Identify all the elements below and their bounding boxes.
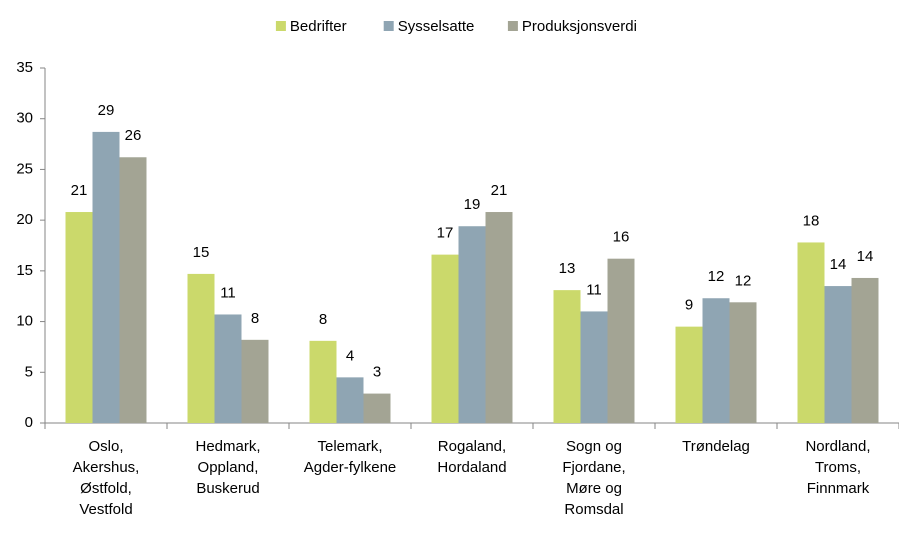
bar — [119, 157, 147, 423]
legend-label: Bedrifter — [290, 18, 347, 35]
legend-label: Produksjonsverdi — [522, 18, 637, 35]
data-label: 11 — [586, 281, 602, 298]
bar — [824, 286, 852, 423]
data-label: 29 — [98, 102, 115, 119]
y-tick-label: 10 — [16, 313, 33, 330]
data-label: 12 — [735, 272, 752, 289]
data-label: 21 — [491, 182, 508, 199]
data-label: 15 — [193, 244, 210, 261]
data-label: 3 — [373, 364, 381, 381]
y-tick-label: 5 — [25, 363, 33, 380]
bar — [431, 254, 459, 423]
data-label: 13 — [559, 260, 576, 277]
bar — [607, 258, 635, 423]
x-tick-label: Trøndelag — [682, 438, 750, 455]
bar — [336, 377, 364, 423]
bar — [309, 340, 337, 423]
bar — [675, 326, 703, 423]
x-tick-label: Sogn og Fjordane, Møre og Romsdal — [562, 438, 625, 518]
y-tick-label: 20 — [16, 211, 33, 228]
data-label: 21 — [71, 182, 88, 199]
y-tick-label: 30 — [16, 110, 33, 127]
legend-label: Sysselsatte — [398, 18, 475, 35]
data-label: 11 — [220, 284, 236, 301]
data-label: 19 — [464, 196, 481, 213]
x-tick-label: Hedmark, Oppland, Buskerud — [195, 438, 260, 497]
bar — [797, 242, 825, 423]
y-tick-label: 35 — [16, 59, 33, 76]
x-tick-label: Rogaland, Hordaland — [437, 438, 506, 476]
bar — [65, 212, 93, 423]
bar — [363, 393, 391, 423]
x-tick-label: Oslo, Akershus, Østfold, Vestfold — [73, 438, 140, 518]
x-tick-label: Nordland, Troms, Finnmark — [805, 438, 870, 497]
x-tick-label: Telemark, Agder-fylkene — [304, 438, 397, 476]
bar — [553, 290, 581, 423]
data-label: 9 — [685, 297, 693, 314]
bar — [485, 212, 513, 423]
bar — [702, 298, 730, 423]
data-label: 17 — [437, 225, 454, 242]
bar — [92, 131, 120, 423]
bar — [580, 311, 608, 423]
y-tick-label: 0 — [25, 414, 33, 431]
data-label: 8 — [319, 311, 327, 328]
bar — [851, 277, 879, 423]
data-label: 16 — [613, 229, 630, 246]
data-label: 14 — [857, 248, 874, 265]
legend-swatch — [275, 21, 286, 31]
data-label: 26 — [125, 127, 142, 144]
data-label: 18 — [803, 212, 820, 229]
y-tick-label: 15 — [16, 262, 33, 279]
data-label: 4 — [346, 347, 354, 364]
bar — [241, 339, 269, 423]
data-label: 12 — [708, 268, 725, 285]
legend-swatch — [507, 21, 518, 31]
y-tick-label: 25 — [16, 160, 33, 177]
bar — [187, 273, 215, 423]
data-label: 8 — [251, 310, 259, 327]
bar — [214, 314, 242, 423]
bar — [458, 226, 486, 423]
data-label: 14 — [830, 256, 847, 273]
legend-swatch — [383, 21, 394, 31]
bar — [729, 302, 757, 423]
